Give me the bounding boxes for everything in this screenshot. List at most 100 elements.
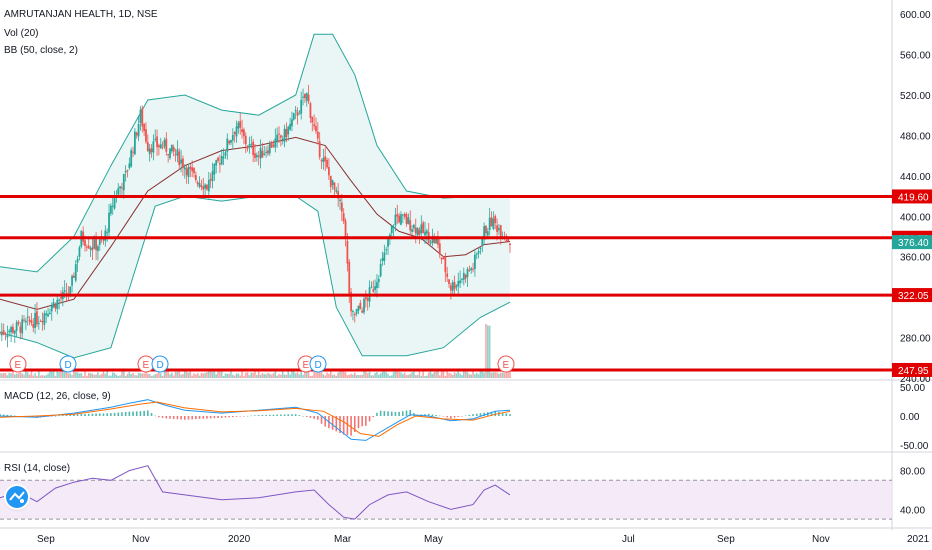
candle-body: [470, 268, 473, 271]
macd-histogram-bar: [283, 414, 286, 416]
candle-body: [230, 139, 232, 143]
candle-body: [461, 278, 463, 280]
candle-body: [300, 99, 303, 114]
candle-body: [267, 150, 269, 154]
candle-body: [89, 248, 92, 250]
last-price-label: 376.40: [898, 238, 929, 249]
macd-histogram-bar: [405, 410, 408, 416]
macd-histogram-bar: [424, 414, 426, 416]
volume-bar: [346, 375, 349, 378]
candle-body: [291, 119, 293, 127]
macd-histogram-bar: [254, 415, 256, 416]
candle-body: [193, 168, 195, 174]
volume-bar: [15, 373, 18, 378]
macd-histogram-bar: [80, 413, 83, 416]
volume-bar: [350, 373, 352, 378]
volume-bar: [124, 375, 127, 378]
candle-body: [254, 153, 256, 158]
candle-body: [433, 236, 436, 244]
macd-histogram-bar: [265, 414, 267, 416]
candle-body: [414, 227, 417, 234]
candle-body: [329, 175, 332, 187]
macd-histogram-bar: [113, 412, 116, 416]
candle-body: [278, 133, 280, 135]
candle-body: [431, 236, 434, 244]
macd-histogram-bar: [158, 416, 160, 418]
macd-histogram-bar: [438, 415, 441, 417]
volume-bar: [339, 370, 341, 378]
volume-bar: [56, 370, 59, 378]
candle-body: [259, 147, 262, 159]
candle-body: [200, 185, 203, 187]
price-tick-label: 560.00: [900, 51, 931, 62]
volume-bar: [348, 374, 351, 378]
candle-body: [233, 132, 236, 135]
volume-bar: [28, 374, 31, 378]
macd-histogram-bar: [505, 413, 508, 416]
candle-body: [370, 286, 373, 288]
macd-histogram-bar: [427, 413, 430, 416]
candle-body: [274, 138, 277, 148]
candle-body: [172, 147, 175, 152]
candle-body: [498, 228, 500, 231]
candle-body: [87, 245, 90, 249]
candle-body: [0, 331, 3, 336]
candle-body: [224, 152, 227, 156]
volume-bar: [392, 372, 395, 378]
volume-bar: [405, 375, 408, 378]
candle-body: [407, 217, 410, 225]
candle-body: [102, 239, 105, 241]
macd-histogram-bar: [313, 416, 315, 419]
volume-bar: [244, 372, 247, 378]
macd-histogram-bar: [280, 414, 282, 416]
candle-body: [392, 226, 395, 228]
macd-histogram-bar: [453, 416, 456, 418]
volume-bar: [507, 371, 509, 378]
volume-bar: [490, 372, 493, 378]
volume-bar: [217, 371, 219, 378]
macd-histogram-bar: [409, 409, 412, 416]
candle-body: [183, 167, 186, 170]
event-marker-label: E: [15, 360, 22, 371]
volume-bar: [130, 374, 132, 378]
macd-histogram-bar: [365, 416, 367, 426]
candle-body: [17, 321, 20, 324]
volume-bar: [17, 373, 20, 378]
volume-bar: [254, 371, 256, 378]
candle-body: [342, 213, 345, 222]
volume-bar: [453, 372, 456, 378]
candle-body: [97, 246, 99, 252]
candle-body: [21, 319, 24, 334]
candle-body: [206, 184, 208, 190]
candle-body: [2, 330, 5, 335]
tradingview-logo-icon[interactable]: [6, 486, 28, 508]
volume-bar: [498, 373, 500, 378]
volume-bar: [433, 371, 436, 378]
candle-body: [283, 128, 286, 142]
candle-body: [12, 326, 14, 333]
volume-bar: [30, 370, 33, 378]
candle-body: [483, 226, 486, 240]
volume-bar: [313, 371, 315, 378]
macd-histogram-bar: [446, 416, 448, 418]
time-tick-label: Jul: [622, 534, 635, 545]
macd-histogram-bar: [361, 416, 363, 427]
candle-body: [152, 141, 155, 153]
level-price-tag: [892, 288, 932, 303]
candle-body: [189, 166, 192, 169]
candle-body: [492, 218, 495, 229]
volume-bar: [215, 374, 217, 378]
candle-body: [505, 240, 508, 242]
volume-bar: [121, 370, 123, 378]
candle-body: [248, 144, 251, 147]
event-marker-label: D: [65, 360, 72, 371]
candle-body: [158, 145, 160, 148]
volume-bar: [431, 373, 434, 378]
candle-body: [165, 138, 168, 152]
level-price-tag: [892, 189, 932, 204]
volume-bar: [191, 375, 193, 378]
macd-histogram-bar: [442, 416, 445, 417]
candle-body: [326, 159, 328, 168]
candle-body: [315, 126, 317, 132]
